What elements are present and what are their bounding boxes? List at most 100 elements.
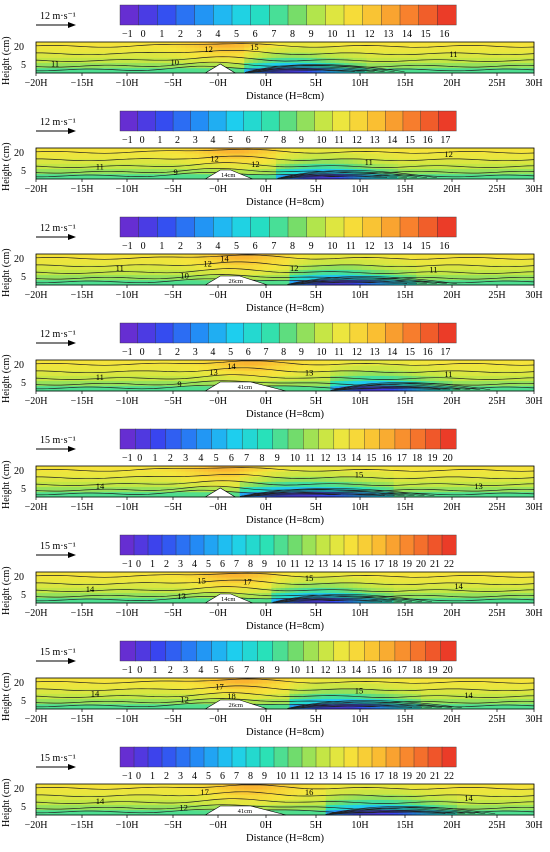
field-cell <box>204 699 209 705</box>
field-cell <box>63 158 68 164</box>
field-cell <box>99 386 104 392</box>
field-cell <box>108 47 113 53</box>
field-cell <box>475 360 480 366</box>
field-cell <box>434 153 439 159</box>
field-cell <box>63 360 68 366</box>
field-cell <box>276 370 281 376</box>
colorbar-tick-label: 7 <box>244 665 249 676</box>
field-cell <box>181 482 186 488</box>
field-cell <box>190 42 195 48</box>
field-cell <box>362 148 367 154</box>
field-cell <box>489 466 494 472</box>
field-cell <box>185 482 190 488</box>
field-cell <box>81 688 86 694</box>
field-cell <box>453 275 458 281</box>
field-cell <box>475 492 480 498</box>
field-cell <box>154 259 159 265</box>
field-cell <box>398 259 403 265</box>
colorbar-tick-label: −1 <box>122 135 133 146</box>
field-cell <box>453 63 458 69</box>
field-cell <box>127 376 132 382</box>
colorbar-tick-label: 1 <box>159 29 164 40</box>
field-cell <box>317 259 322 265</box>
field-cell <box>371 148 376 154</box>
field-cell <box>231 254 236 260</box>
field-cell <box>158 476 163 482</box>
field-cell <box>285 386 290 392</box>
field-cell <box>59 254 64 260</box>
field-cell <box>280 58 285 64</box>
field-cell <box>50 254 55 260</box>
x-tick-label: 0H <box>260 608 272 619</box>
field-cell <box>416 582 421 588</box>
field-cell <box>194 63 199 69</box>
colorbar-tick-label: 11 <box>305 453 315 464</box>
field-cell <box>86 52 91 58</box>
colorbar-tick-label: 13 <box>318 559 328 570</box>
field-cell <box>484 164 489 170</box>
field-cell <box>145 158 150 164</box>
field-cell <box>312 259 317 265</box>
field-cell <box>489 572 494 578</box>
field-cell <box>54 254 59 260</box>
field-cell <box>199 280 204 286</box>
field-cell <box>181 68 186 74</box>
field-cell <box>475 52 480 58</box>
field-cell <box>489 148 494 154</box>
field-cell <box>371 577 376 583</box>
field-cell <box>240 466 245 472</box>
field-cell <box>376 365 381 371</box>
field-cell <box>425 68 430 74</box>
field-cell <box>172 47 177 53</box>
x-tick-label: −10H <box>116 396 139 407</box>
field-cell <box>498 52 503 58</box>
field-cell <box>516 582 521 588</box>
field-cell <box>149 63 154 69</box>
field-cell <box>208 694 213 700</box>
field-cell <box>434 588 439 594</box>
colorbar-tick-label: 1 <box>153 453 158 464</box>
field-cell <box>335 164 340 170</box>
field-cell <box>113 577 118 583</box>
field-cell <box>448 471 453 477</box>
x-tick-label: 20H <box>443 78 460 89</box>
field-cell <box>131 694 136 700</box>
field-cell <box>299 47 304 53</box>
field-cell <box>362 678 367 684</box>
field-cell <box>330 47 335 53</box>
field-cell <box>63 577 68 583</box>
field-cell <box>520 471 525 477</box>
field-cell <box>471 42 476 48</box>
colorbar-tick-label: 12 <box>365 29 375 40</box>
field-cell <box>131 381 136 387</box>
x-tick-label: 0H <box>260 78 272 89</box>
colorbar-tick-label: 18 <box>412 453 422 464</box>
field-cell <box>240 270 245 276</box>
field-cell <box>285 153 290 159</box>
field-cell <box>389 593 394 599</box>
field-cell <box>50 270 55 276</box>
field-cell <box>208 466 213 472</box>
field-cell <box>217 466 222 472</box>
field-cell <box>389 158 394 164</box>
field-cell <box>253 683 258 689</box>
field-cell <box>511 280 516 286</box>
field-cell <box>466 577 471 583</box>
field-cell <box>520 280 525 286</box>
field-cell <box>398 376 403 382</box>
field-cell <box>489 259 494 265</box>
field-cell <box>77 370 82 376</box>
field-cell <box>453 360 458 366</box>
field-cell <box>416 254 421 260</box>
field-cell <box>398 153 403 159</box>
wind-arrow-head <box>68 128 76 134</box>
field-cell <box>290 254 295 260</box>
field-cell <box>362 577 367 583</box>
field-cell <box>217 42 222 48</box>
field-cell <box>443 164 448 170</box>
field-cell <box>190 476 195 482</box>
field-cell <box>421 148 426 154</box>
field-cell <box>376 158 381 164</box>
field-cell <box>317 47 322 53</box>
field-cell <box>326 694 331 700</box>
